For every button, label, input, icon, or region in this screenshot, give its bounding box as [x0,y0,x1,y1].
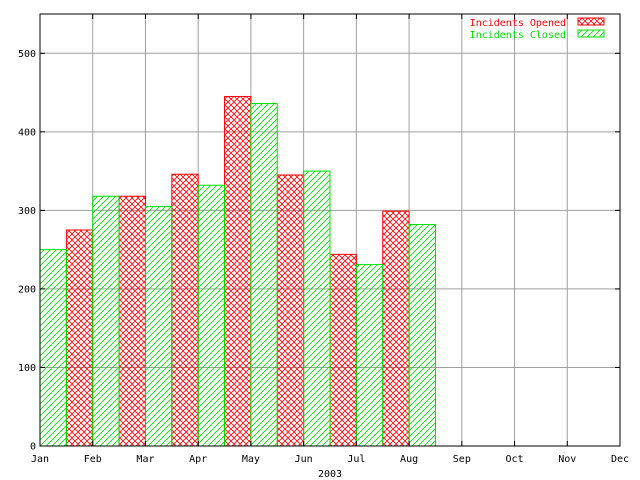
x-tick-label: Mar [136,454,154,465]
x-tick-label: Aug [400,454,418,465]
bar-incidents-closed [355,264,384,447]
bar-incidents-closed [408,224,436,447]
bar-incidents-closed [250,103,278,447]
y-tick-label: 500 [18,49,36,60]
legend-label-closed: Incidents Closed [470,30,566,41]
x-tick-label: Dec [611,454,629,465]
y-tick-label: 400 [18,127,36,138]
y-tick-label: 300 [18,206,36,217]
y-tick-label: 100 [18,363,36,374]
legend-swatch-closed [577,29,605,38]
x-axis-label: 2003 [318,469,342,480]
bar-incidents-closed [39,249,67,447]
x-tick-label: Apr [189,454,207,465]
x-tick-label: Jan [31,454,49,465]
bar-incidents-opened [171,173,199,447]
legend-swatch-opened [577,17,605,26]
bar-incidents-opened [329,253,357,447]
axes: 0 100 200 300 400 500 Jan Feb Mar Apr May Jun Jul Aug… [18,13,629,480]
bar-incidents-opened [382,210,410,447]
bar-incidents-closed [144,205,173,447]
bar-incidents-closed [303,170,331,447]
y-tick-label: 200 [18,284,36,295]
bar-incidents-opened [118,195,146,447]
x-tick-label: Nov [558,454,576,465]
bar-incidents-closed [92,195,120,447]
bar-incidents-opened [276,174,305,447]
bar-incidents-opened [224,95,252,447]
x-tick-label: Feb [84,454,102,465]
bars [39,95,436,447]
x-tick-label: Jul [347,454,365,465]
bar-incidents-closed [197,184,226,447]
plot-border [39,13,621,447]
x-tick-label: May [242,454,260,465]
bar-incidents-opened [65,229,94,447]
y-tick-label: 0 [30,442,36,453]
x-tick-label: Oct [506,454,524,465]
x-tick-label: Sep [453,454,471,465]
x-tick-label: Jun [295,454,313,465]
legend-label-opened: Incidents Opened [470,18,566,29]
